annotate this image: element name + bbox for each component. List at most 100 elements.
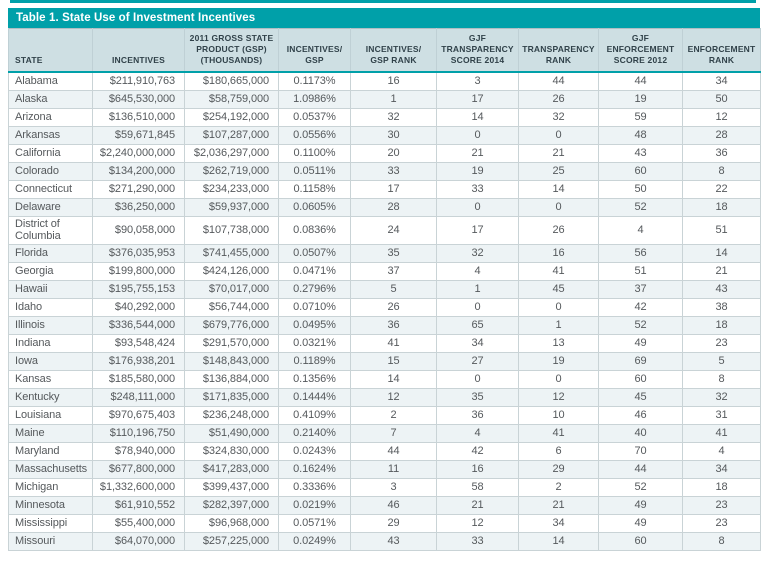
cell-gsp: $70,017,000 [184, 279, 279, 299]
cell-transparency-score: 0 [436, 197, 519, 217]
cell-gsp: $234,233,000 [184, 179, 279, 199]
cell-incentives-gsp: 0.2140% [278, 423, 351, 443]
cell-transparency-score: 33 [436, 531, 519, 551]
cell-transparency-score: 34 [436, 333, 519, 353]
cell-transparency-score: 0 [436, 297, 519, 317]
cell-incentives: $176,938,201 [92, 351, 185, 371]
cell-incentives-gsp: 0.1100% [278, 143, 351, 163]
cell-incentives-gsp-rank: 17 [350, 179, 437, 199]
cell-enforcement-rank: 31 [682, 405, 761, 425]
cell-state: Mississippi [8, 513, 93, 533]
cell-enforcement-score: 52 [598, 315, 683, 335]
cell-incentives: $64,070,000 [92, 531, 185, 551]
cell-incentives: $59,671,845 [92, 125, 185, 145]
cell-incentives-gsp-rank: 32 [350, 107, 437, 127]
table-container: Table 1. State Use of Investment Incenti… [8, 8, 761, 551]
cell-incentives-gsp: 0.0219% [278, 495, 351, 515]
column-header-2: 2011 GROSS STATE PRODUCT (GSP) (THOUSAND… [184, 28, 279, 74]
cell-incentives-gsp-rank: 24 [350, 215, 437, 245]
cell-transparency-score: 4 [436, 423, 519, 443]
cell-enforcement-rank: 34 [682, 459, 761, 479]
column-header-3: INCENTIVES/ GSP [278, 28, 351, 74]
cell-enforcement-rank: 36 [682, 143, 761, 163]
cell-gsp: $679,776,000 [184, 315, 279, 335]
cell-incentives: $93,548,424 [92, 333, 185, 353]
cell-enforcement-score: 59 [598, 107, 683, 127]
cell-enforcement-rank: 8 [682, 369, 761, 389]
cell-incentives: $195,755,153 [92, 279, 185, 299]
cell-state: District of Columbia [8, 215, 93, 245]
cell-state: Arkansas [8, 125, 93, 145]
cell-enforcement-score: 60 [598, 531, 683, 551]
cell-state: Connecticut [8, 179, 93, 199]
cell-incentives-gsp-rank: 5 [350, 279, 437, 299]
cell-incentives-gsp-rank: 36 [350, 315, 437, 335]
cell-enforcement-score: 43 [598, 143, 683, 163]
cell-state: Alaska [8, 89, 93, 109]
cell-enforcement-score: 51 [598, 261, 683, 281]
cell-enforcement-score: 60 [598, 161, 683, 181]
cell-gsp: $291,570,000 [184, 333, 279, 353]
cell-state: Kansas [8, 369, 93, 389]
cell-gsp: $51,490,000 [184, 423, 279, 443]
cell-state: Kentucky [8, 387, 93, 407]
cell-enforcement-score: 52 [598, 197, 683, 217]
cell-gsp: $236,248,000 [184, 405, 279, 425]
cell-transparency-rank: 41 [518, 261, 599, 281]
cell-state: Massachusetts [8, 459, 93, 479]
cell-incentives-gsp-rank: 1 [350, 89, 437, 109]
table-row: Maryland $78,940,000 $324,830,000 0.0243% 44… [8, 441, 761, 461]
cell-incentives-gsp-rank: 37 [350, 261, 437, 281]
cell-incentives-gsp: 0.2796% [278, 279, 351, 299]
page-top-rule [10, 0, 756, 3]
cell-enforcement-rank: 4 [682, 441, 761, 461]
cell-incentives: $55,400,000 [92, 513, 185, 533]
cell-state: California [8, 143, 93, 163]
cell-incentives: $645,530,000 [92, 89, 185, 109]
table-header-row: STATE INCENTIVES 2011 GROSS STATE PRODUCT … [8, 28, 761, 74]
cell-enforcement-score: 49 [598, 333, 683, 353]
cell-enforcement-score: 37 [598, 279, 683, 299]
cell-transparency-rank: 26 [518, 215, 599, 245]
table-row: Illinois $336,544,000 $679,776,000 0.0495% 3… [8, 315, 761, 335]
cell-enforcement-score: 56 [598, 243, 683, 263]
cell-transparency-score: 1 [436, 279, 519, 299]
cell-incentives-gsp-rank: 15 [350, 351, 437, 371]
cell-enforcement-score: 50 [598, 179, 683, 199]
cell-enforcement-rank: 23 [682, 333, 761, 353]
cell-gsp: $107,738,000 [184, 215, 279, 245]
cell-state: Delaware [8, 197, 93, 217]
cell-transparency-rank: 12 [518, 387, 599, 407]
table-row: Minnesota $61,910,552 $282,397,000 0.0219% 4… [8, 495, 761, 515]
cell-gsp: $148,843,000 [184, 351, 279, 371]
cell-gsp: $56,744,000 [184, 297, 279, 317]
cell-incentives-gsp-rank: 28 [350, 197, 437, 217]
cell-enforcement-score: 69 [598, 351, 683, 371]
table-row: Delaware $36,250,000 $59,937,000 0.0605% 28 0… [8, 197, 761, 217]
cell-enforcement-score: 45 [598, 387, 683, 407]
cell-transparency-score: 65 [436, 315, 519, 335]
table-row: Arkansas $59,671,845 $107,287,000 0.0556% 30… [8, 125, 761, 145]
cell-incentives-gsp: 0.3336% [278, 477, 351, 497]
cell-transparency-score: 14 [436, 107, 519, 127]
cell-enforcement-rank: 14 [682, 243, 761, 263]
cell-transparency-score: 33 [436, 179, 519, 199]
cell-enforcement-score: 52 [598, 477, 683, 497]
cell-incentives-gsp: 0.0556% [278, 125, 351, 145]
cell-transparency-rank: 10 [518, 405, 599, 425]
cell-incentives: $61,910,552 [92, 495, 185, 515]
cell-incentives: $211,910,763 [92, 71, 185, 91]
cell-enforcement-rank: 22 [682, 179, 761, 199]
cell-transparency-rank: 26 [518, 89, 599, 109]
table-row: Massachusetts $677,800,000 $417,283,000 0.1… [8, 459, 761, 479]
table-row: Colorado $134,200,000 $262,719,000 0.0511% 3… [8, 161, 761, 181]
incentives-table: STATE INCENTIVES 2011 GROSS STATE PRODUCT … [8, 28, 761, 551]
cell-transparency-rank: 41 [518, 423, 599, 443]
table-row: Mississippi $55,400,000 $96,968,000 0.0571%… [8, 513, 761, 533]
cell-enforcement-rank: 28 [682, 125, 761, 145]
cell-transparency-rank: 29 [518, 459, 599, 479]
cell-incentives-gsp: 1.0986% [278, 89, 351, 109]
cell-incentives: $36,250,000 [92, 197, 185, 217]
cell-transparency-rank: 0 [518, 369, 599, 389]
cell-gsp: $262,719,000 [184, 161, 279, 181]
